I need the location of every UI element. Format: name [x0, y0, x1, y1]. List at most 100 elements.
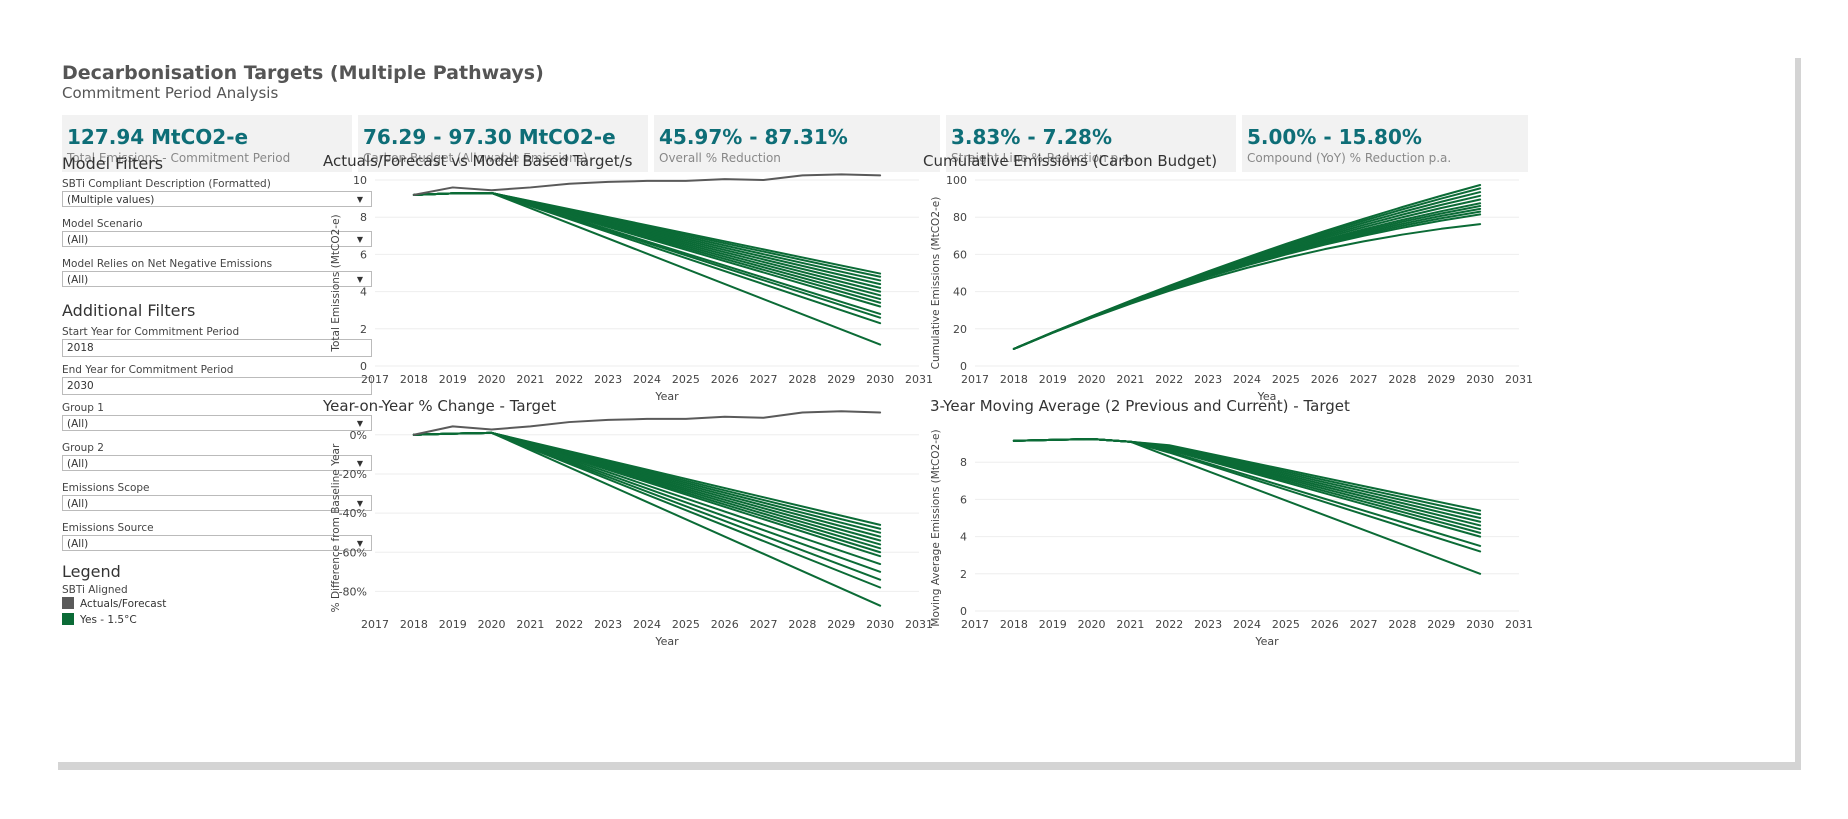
- scenario-filter-dropdown[interactable]: (All) ▼: [62, 231, 372, 247]
- x-tick-label: 2027: [750, 373, 778, 386]
- dropdown-value: (All): [67, 538, 89, 550]
- legend-item-target[interactable]: Yes - 1.5°C: [62, 613, 137, 626]
- chart2-title: Cumulative Emissions (Carbon Budget): [923, 152, 1218, 170]
- y-tick-label: -40%: [339, 507, 367, 520]
- moving-average-line: [1012, 437, 1482, 527]
- x-tick-label: 2022: [1155, 373, 1183, 386]
- y-tick-label: 2: [960, 568, 967, 581]
- kpi-overall-reduction: 45.97% - 87.31% Overall % Reduction: [654, 115, 940, 172]
- kpi-label: Overall % Reduction: [659, 151, 781, 165]
- moving-average-line: [1012, 437, 1482, 519]
- x-tick-label: 2029: [1427, 618, 1455, 631]
- x-tick-label: 2017: [961, 618, 989, 631]
- kpi-value: 5.00% - 15.80%: [1247, 125, 1422, 149]
- kpi-compound-reduction: 5.00% - 15.80% Compound (YoY) % Reductio…: [1242, 115, 1528, 172]
- dashboard: Decarbonisation Targets (Multiple Pathwa…: [52, 50, 1795, 762]
- x-tick-label: 2028: [788, 618, 816, 631]
- x-tick-label: 2029: [827, 373, 855, 386]
- legend-swatch: [62, 613, 74, 625]
- x-tick-label: 2030: [866, 618, 894, 631]
- legend-title: SBTi Aligned: [62, 584, 128, 596]
- kpi-value: 76.29 - 97.30 MtCO2-e: [363, 125, 616, 149]
- group1-dropdown[interactable]: (All) ▼: [62, 415, 372, 431]
- x-tick-label: 2018: [400, 373, 428, 386]
- chart1-title: Actuals/Forecast vs Model Based Target/s: [323, 152, 633, 170]
- x-tick-label: 2024: [633, 373, 661, 386]
- kpi-label: Total Emissions - Commitment Period: [67, 151, 291, 165]
- target-change-line: [412, 431, 882, 607]
- x-tick-label: 2022: [555, 618, 583, 631]
- chart4-title: 3-Year Moving Average (2 Previous and Cu…: [930, 397, 1350, 415]
- chart3-title: Year-on-Year % Change - Target: [323, 397, 557, 415]
- x-tick-label: 2020: [478, 618, 506, 631]
- x-tick-label: 2021: [1116, 373, 1144, 386]
- y-tick-label: 0: [360, 360, 367, 373]
- negative-emissions-filter-label: Model Relies on Net Negative Emissions: [62, 258, 273, 270]
- moving-average-line: [1012, 437, 1482, 575]
- x-tick-label: 2020: [1078, 618, 1106, 631]
- chevron-down-icon: ▼: [356, 459, 363, 468]
- sbti-filter-dropdown[interactable]: (Multiple values) ▼: [62, 191, 372, 207]
- additional-filters-heading: Additional Filters: [62, 301, 196, 320]
- legend-label: Actuals/Forecast: [80, 598, 167, 610]
- y-tick-label: 6: [360, 248, 367, 261]
- x-tick-label: 2026: [711, 373, 739, 386]
- y-tick-label: 4: [960, 531, 967, 544]
- group2-dropdown[interactable]: (All) ▼: [62, 455, 372, 471]
- kpi-label: Carbon Budget (Allowable Emissions): [363, 151, 588, 165]
- cumulative-target-line: [1012, 210, 1482, 350]
- x-tick-label: 2023: [594, 373, 622, 386]
- emissions-scope-dropdown[interactable]: (All) ▼: [62, 495, 372, 511]
- x-tick-label: 2031: [905, 373, 933, 386]
- cumulative-target-line: [1012, 207, 1482, 350]
- x-tick-label: 2031: [905, 618, 933, 631]
- x-axis-label: Year: [1254, 635, 1279, 648]
- y-tick-label: 20: [953, 323, 967, 336]
- x-tick-label: 2030: [866, 373, 894, 386]
- negative-emissions-filter-dropdown[interactable]: (All) ▼: [62, 271, 372, 287]
- y-axis-label: % Difference from Baseline Year: [330, 443, 342, 612]
- end-year-input[interactable]: 2030: [62, 377, 372, 395]
- dropdown-value: (Multiple values): [67, 194, 155, 206]
- x-tick-label: 2021: [1116, 618, 1144, 631]
- x-tick-label: 2021: [516, 618, 544, 631]
- start-year-input[interactable]: 2018: [62, 339, 372, 357]
- emissions-chart: 0 2 4 6 8 10 2017 2018 2019 2020 2021 2022 2023 2024 2…: [330, 173, 933, 403]
- x-tick-label: 2023: [1194, 618, 1222, 631]
- x-tick-label: 2023: [594, 618, 622, 631]
- chevron-down-icon: ▼: [356, 235, 363, 244]
- y-tick-label: 8: [360, 211, 367, 224]
- chevron-down-icon: ▼: [356, 499, 363, 508]
- legend-item-actuals[interactable]: Actuals/Forecast: [62, 597, 166, 610]
- chevron-down-icon: ▼: [356, 419, 363, 428]
- scenario-filter-label: Model Scenario: [62, 218, 143, 230]
- x-tick-label: 2019: [1039, 618, 1067, 631]
- moving-average-line: [1012, 437, 1482, 531]
- x-tick-label: 2028: [788, 373, 816, 386]
- legend-heading: Legend: [62, 562, 121, 581]
- x-tick-label: 2022: [1155, 618, 1183, 631]
- kpi-value: 3.83% - 7.28%: [951, 125, 1112, 149]
- chevron-down-icon: ▼: [356, 539, 363, 548]
- legend-label: Yes - 1.5°C: [80, 614, 137, 626]
- cumulative-target-line: [1012, 205, 1482, 350]
- legend-swatch: [62, 597, 74, 609]
- y-tick-label: 4: [360, 286, 367, 299]
- x-tick-label: 2031: [1505, 373, 1533, 386]
- kpi-carbon-budget: 76.29 - 97.30 MtCO2-e Carbon Budget (All…: [358, 115, 648, 172]
- y-tick-label: 6: [960, 493, 967, 506]
- x-tick-label: 2027: [1350, 373, 1378, 386]
- y-tick-label: 100: [946, 174, 967, 187]
- dashboard-title: Decarbonisation Targets (Multiple Pathwa…: [62, 62, 544, 84]
- dropdown-value: (All): [67, 418, 89, 430]
- x-tick-label: 2031: [1505, 618, 1533, 631]
- x-tick-label: 2026: [711, 618, 739, 631]
- chevron-down-icon: ▼: [356, 195, 363, 204]
- x-tick-label: 2019: [439, 618, 467, 631]
- dropdown-value: (All): [67, 498, 89, 510]
- emissions-source-dropdown[interactable]: (All) ▼: [62, 535, 372, 551]
- x-tick-label: 2026: [1311, 373, 1339, 386]
- x-tick-label: 2030: [1466, 618, 1494, 631]
- cumulative-emissions-chart: 0 20 40 60 80 100 2017 2018 2019 2020 2021 2022 2023…: [930, 174, 1533, 403]
- y-axis-label: Total Emissions (MtCO2-e): [330, 214, 342, 352]
